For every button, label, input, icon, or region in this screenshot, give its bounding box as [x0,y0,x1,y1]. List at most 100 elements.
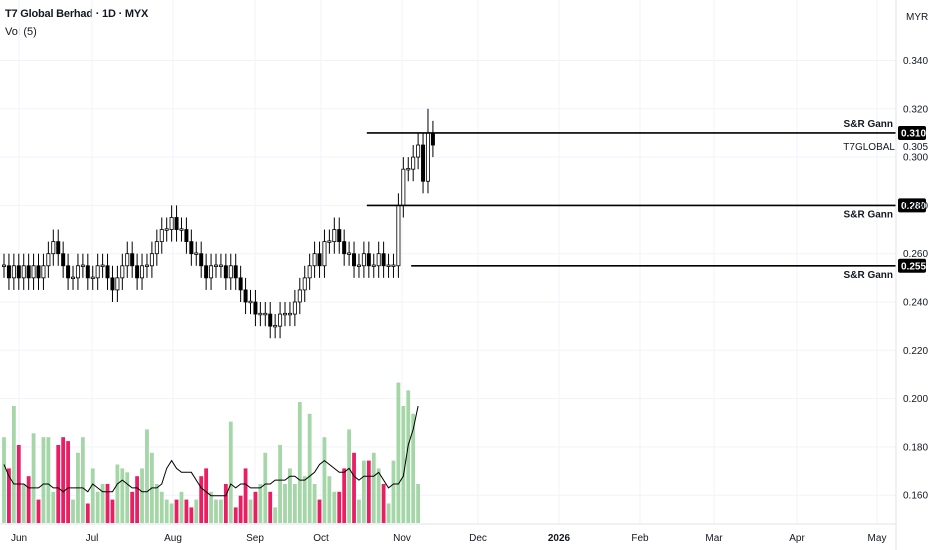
price-tick-label: 0.280 [903,201,928,212]
candle-body [287,312,292,316]
candle-body [184,229,189,243]
candle [140,253,145,290]
volume-bar [199,476,204,523]
volume-bar [396,382,401,523]
candle-body [56,241,61,255]
candle-body [425,132,430,182]
candle [416,132,421,170]
candle [376,241,381,278]
volume-bar [297,402,302,523]
candle-body [95,265,100,279]
candle [16,253,21,290]
candle [80,253,85,278]
time-tick-label: Aug [164,533,182,544]
candle-body [154,241,159,255]
candle [283,302,288,327]
candle-body [243,289,248,303]
candle-body [268,313,273,327]
volume-bar [357,499,361,523]
candle [46,241,51,278]
candle [258,302,263,327]
price-tick-label: 0.340 [903,56,928,67]
candle-body [149,253,154,267]
volume-bar [51,491,56,523]
candle-body [223,265,228,279]
candle [213,253,218,278]
candle [273,314,278,339]
volume-bar [95,491,100,523]
volume-bar [253,491,258,523]
candle-body [51,241,56,255]
volume-bar [347,429,351,523]
volume-bar [194,499,199,523]
candle-body [322,241,327,267]
candle [56,229,61,266]
candle [238,265,243,302]
candle-body [317,253,322,267]
candle-body [179,228,184,231]
candle-body [159,229,164,243]
candle [366,241,371,278]
candle-body [194,252,199,255]
candle-body [376,253,381,267]
candle [105,253,110,290]
symbol-label: T7GLOBAL [843,142,895,153]
candle-body [297,289,302,303]
candle-body [125,253,130,267]
candle [332,217,337,254]
level-price-value: 0.310 [901,128,926,139]
candle [248,289,253,315]
time-axis-ticks: Jun Jul Aug Sep Oct Nov Dec 2026 Feb Mar Apr May [11,533,887,544]
candle-body [347,252,352,255]
level-price-tag [898,198,926,213]
candle-body [302,277,307,291]
grid-lines [0,0,896,524]
volume-ma-line [3,405,419,497]
candle [386,253,391,278]
candle [352,241,357,278]
candle-body [209,265,214,279]
candle [278,302,283,339]
volume-bar [56,445,61,523]
time-tick-label: Feb [631,533,649,544]
candle [361,241,366,278]
level-label: S&R Gann [844,270,893,281]
candle-body [174,217,179,230]
volume-bar [233,507,238,523]
volume-bar [263,452,268,523]
level-price-tag [898,125,926,140]
volume-bar [268,491,273,523]
candle [253,289,258,327]
candle [41,253,46,290]
candle-body [406,168,411,171]
volume-indicator-label[interactable]: Vol (5) [5,26,37,38]
candle-body [71,276,76,280]
volume-bar [352,452,356,523]
candle [11,253,16,290]
level-price-value: 0.255 [901,261,926,272]
candle-body [391,264,396,267]
candle [223,253,228,290]
candle-body [292,301,297,315]
price-tick-label: 0.180 [903,442,928,453]
candle-body [352,253,357,267]
candle [144,253,149,278]
candle-body [16,265,21,279]
candle-body [430,132,435,146]
candle [31,253,36,290]
volume-bar [337,491,342,523]
volume-bar [90,468,95,523]
candle-body [110,277,115,291]
volume-bar [7,468,11,523]
candle [322,229,327,278]
candle-body [396,204,401,267]
candle [233,253,238,290]
currency-label[interactable]: MYR [906,12,928,23]
volume-bar [204,468,209,523]
volume-bar [283,484,287,523]
candle [95,253,100,290]
candle [85,253,90,290]
candle [337,217,342,254]
volume-bar [238,495,243,523]
